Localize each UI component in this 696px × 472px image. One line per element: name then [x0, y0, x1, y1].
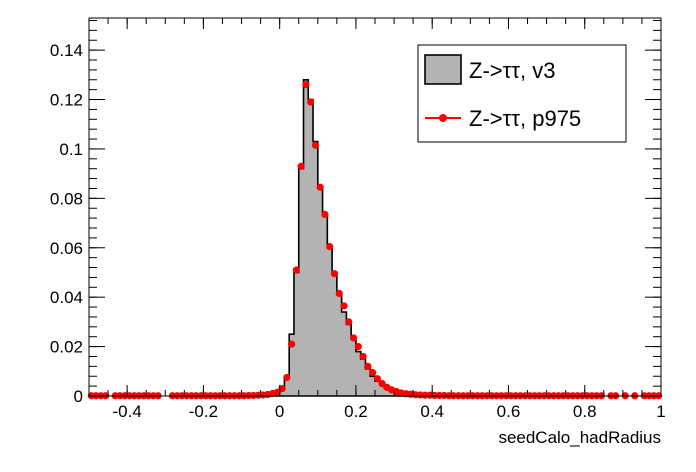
x-tick-label: -0.4 [112, 402, 141, 421]
y-tick-label: 0.1 [59, 140, 83, 159]
p975-marker [302, 81, 310, 89]
p975-marker [316, 183, 324, 191]
x-tick-label: 0.2 [344, 402, 368, 421]
p975-marker [340, 302, 348, 310]
p975-marker [373, 375, 381, 383]
x-tick-label: 0.6 [497, 402, 521, 421]
legend-label-p975: Z->ττ, p975 [469, 106, 581, 131]
p975-marker [345, 318, 353, 326]
x-tick-label: -0.2 [189, 402, 218, 421]
p975-marker [349, 334, 358, 342]
y-tick-label: 0.14 [50, 41, 83, 60]
x-tick-label: 0 [275, 402, 284, 421]
x-tick-label: 0.8 [573, 402, 597, 421]
y-tick-label: 0.04 [50, 288, 83, 307]
p975-marker [307, 98, 315, 106]
p975-marker [364, 362, 372, 370]
y-tick-label: 0.12 [50, 91, 83, 110]
p975-marker [321, 210, 329, 219]
p975-marker [278, 384, 286, 393]
p975-marker [311, 141, 320, 149]
p975-marker [354, 342, 362, 351]
p975-marker [330, 270, 339, 278]
p975-marker [283, 373, 291, 382]
p975-marker [359, 352, 367, 361]
p975-marker [292, 266, 300, 274]
p975-marker [326, 242, 334, 251]
legend-label-v3: Z->ττ, v3 [469, 58, 555, 83]
legend-swatch-v3 [424, 54, 462, 85]
y-tick-label: 0.06 [50, 239, 83, 258]
p975-marker [287, 340, 296, 348]
p975-marker [335, 289, 343, 298]
p975-marker [297, 162, 305, 170]
legend-marker-p975 [439, 114, 447, 122]
x-axis-label: seedCalo_hadRadius [498, 428, 661, 447]
y-tick-label: 0.08 [50, 189, 83, 208]
y-tick-label: 0.02 [50, 338, 83, 357]
axis-layer: -0.4 -0.2 0 0.2 0.4 0.6 0.8 1 0 0.02 0.04 0.06 0.08 0… [50, 18, 666, 421]
y-tick-label: 0 [74, 387, 83, 406]
legend: Z->ττ, v3 Z->ττ, p975 [417, 44, 627, 143]
p975-marker [369, 368, 377, 377]
x-tick-label: 0.4 [420, 402, 444, 421]
x-tick-label: 1 [656, 402, 665, 421]
